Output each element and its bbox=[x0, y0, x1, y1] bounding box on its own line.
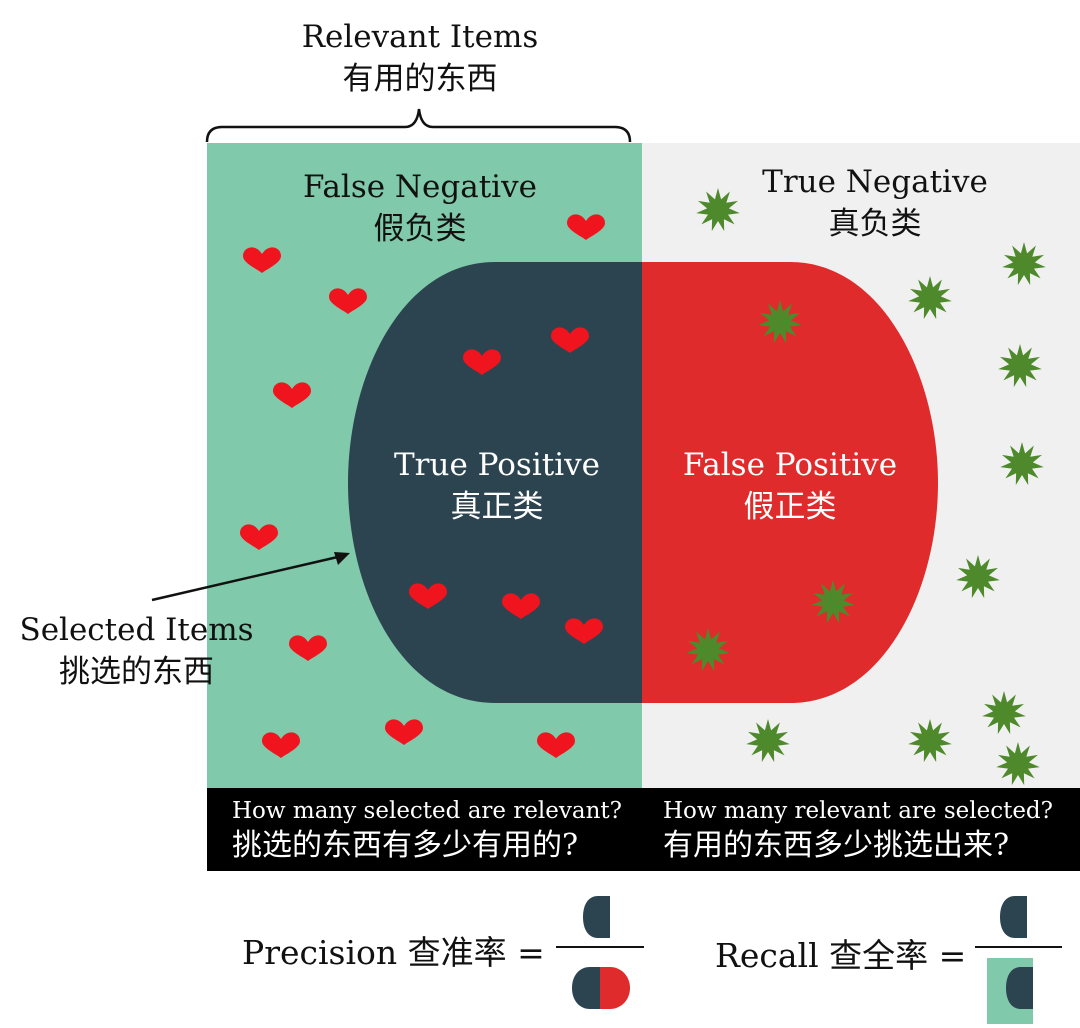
star-burst-icon bbox=[696, 188, 740, 232]
heart-icon bbox=[329, 288, 367, 314]
star-burst-icon bbox=[956, 555, 1000, 599]
selected-items-label: Selected Items 挑选的东西 bbox=[14, 609, 259, 693]
false-negative-cn: 假负类 bbox=[373, 211, 467, 247]
true-positive-label: True Positive 真正类 bbox=[382, 444, 612, 528]
precision-fraction bbox=[556, 896, 644, 1009]
true-positive-en: True Positive bbox=[394, 447, 600, 483]
heart-icon bbox=[463, 349, 501, 375]
star-burst-icon bbox=[908, 719, 952, 763]
star-burst-icon bbox=[908, 276, 952, 320]
question-bar bbox=[207, 788, 1080, 871]
heart-icon bbox=[289, 635, 327, 661]
heart-icon bbox=[385, 719, 423, 745]
recall-numerator-icon bbox=[1000, 896, 1027, 938]
star-burst-icon bbox=[746, 719, 790, 763]
precision-denominator-fp-icon bbox=[600, 967, 630, 1009]
heart-icon bbox=[551, 327, 589, 353]
selected-items-arrow bbox=[151, 552, 350, 602]
heart-icon bbox=[565, 618, 603, 644]
heart-icon bbox=[409, 583, 447, 609]
recall-question-cn: 有用的东西多少挑选出来? bbox=[663, 828, 1010, 863]
star-burst-icon bbox=[1000, 442, 1044, 486]
star-burst-icon bbox=[686, 628, 730, 672]
heart-icon bbox=[243, 247, 281, 273]
false-positive-en: False Positive bbox=[682, 447, 898, 483]
precision-question-en: How many selected are relevant? bbox=[232, 798, 622, 824]
precision-denominator-tp-icon bbox=[572, 967, 600, 1009]
precision-question: How many selected are relevant? 挑选的东西有多少… bbox=[232, 795, 632, 865]
relevant-items-en: Relevant Items bbox=[301, 19, 539, 55]
recall-question-en: How many relevant are selected? bbox=[663, 798, 1053, 824]
true-positive-cn: 真正类 bbox=[450, 489, 544, 525]
selected-items-en: Selected Items bbox=[19, 612, 254, 648]
relevant-items-cn: 有用的东西 bbox=[342, 61, 498, 97]
true-negative-en: True Negative bbox=[762, 164, 988, 200]
star-burst-icon bbox=[1002, 242, 1046, 286]
star-burst-icon bbox=[982, 691, 1026, 735]
false-positive-region bbox=[642, 262, 938, 703]
false-negative-label: False Negative 假负类 bbox=[295, 166, 545, 250]
heart-icon bbox=[273, 382, 311, 408]
precision-question-cn: 挑选的东西有多少有用的? bbox=[232, 828, 579, 863]
heart-icon bbox=[240, 524, 278, 550]
recall-denominator-tp-icon bbox=[1006, 967, 1033, 1009]
relevant-items-label: Relevant Items 有用的东西 bbox=[300, 16, 540, 100]
false-positive-cn: 假正类 bbox=[743, 489, 837, 525]
recall-fraction bbox=[975, 896, 1062, 1024]
heart-icon bbox=[537, 732, 575, 758]
selected-items-cn: 挑选的东西 bbox=[59, 654, 214, 690]
heart-icon bbox=[567, 214, 605, 240]
precision-formula-label: Precision 查准率 = bbox=[242, 933, 545, 972]
heart-icon bbox=[262, 732, 300, 758]
relevant-items-brace bbox=[205, 108, 632, 143]
false-positive-label: False Positive 假正类 bbox=[670, 444, 910, 528]
recall-formula-label: Recall 查全率 = bbox=[715, 936, 967, 975]
heart-icon bbox=[502, 593, 540, 619]
star-burst-icon bbox=[998, 344, 1042, 388]
precision-numerator-icon bbox=[583, 896, 610, 938]
true-negative-label: True Negative 真负类 bbox=[755, 161, 995, 245]
recall-question: How many relevant are selected? 有用的东西多少挑… bbox=[663, 795, 1073, 865]
star-burst-icon bbox=[811, 580, 855, 624]
true-negative-cn: 真负类 bbox=[828, 206, 922, 242]
star-burst-icon bbox=[996, 742, 1040, 786]
star-burst-icon bbox=[758, 300, 802, 344]
false-negative-en: False Negative bbox=[303, 169, 537, 205]
